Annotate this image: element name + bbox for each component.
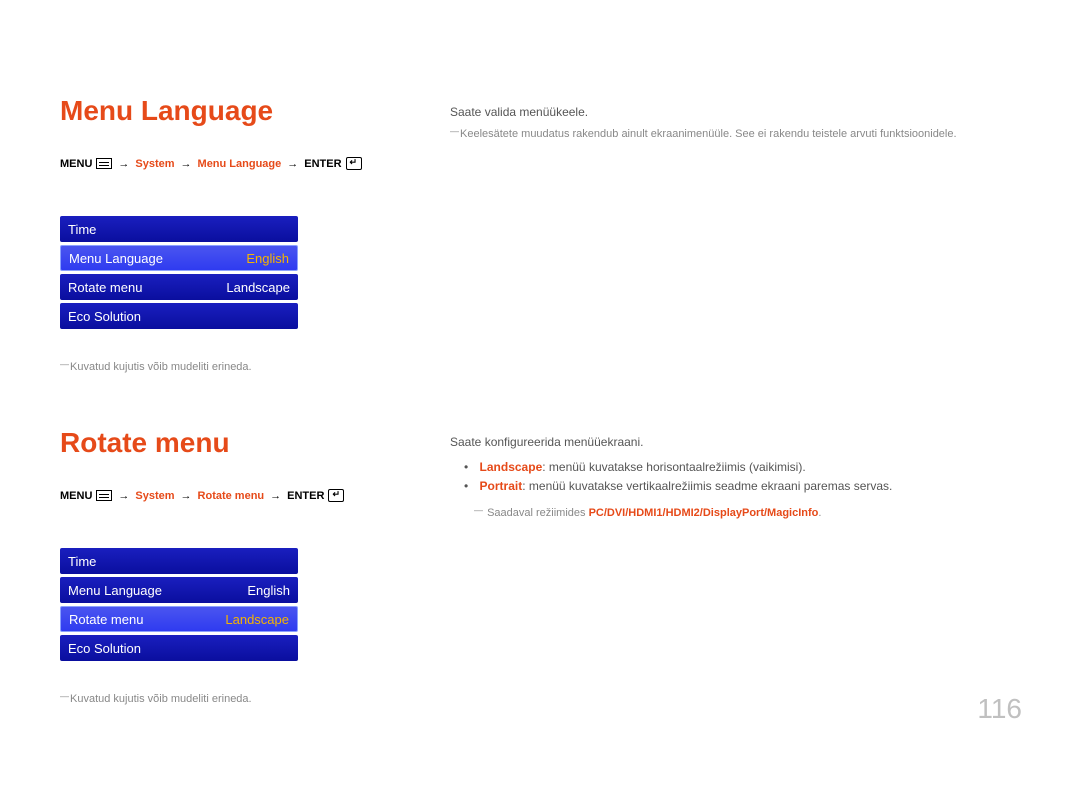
osd1-row-0[interactable]: Time (60, 216, 298, 242)
desc1-line1: Saate valida menüükeele. (450, 103, 1020, 122)
osd2-row-1-value: English (247, 583, 290, 598)
bc2-menu: MENU (60, 490, 92, 502)
osd1-row-1[interactable]: Menu Language English (60, 245, 298, 271)
breadcrumb-1: MENU → System → Menu Language → ENTER (60, 157, 450, 170)
bc1-system: System (135, 158, 174, 170)
osd1-row-3-label: Eco Solution (68, 309, 141, 324)
osd2-row-2-value: Landscape (225, 612, 289, 627)
osd1-row-2[interactable]: Rotate menu Landscape (60, 274, 298, 300)
desc1-line2: Keelesätete muudatus rakendub ainult ekr… (450, 124, 1020, 144)
osd2-row-0[interactable]: Time (60, 548, 298, 574)
arrow-icon: → (116, 158, 131, 170)
bc1-menu: MENU (60, 158, 92, 170)
arrow-icon: → (268, 490, 283, 502)
bc2-current: Rotate menu (198, 490, 265, 502)
osd1-row-0-label: Time (68, 222, 96, 237)
menu-icon (96, 490, 112, 501)
arrow-icon: → (179, 490, 194, 502)
osd1-row-2-label: Rotate menu (68, 280, 142, 295)
bc2-enter: ENTER (287, 490, 324, 502)
bullet-landscape-text: : menüü kuvatakse horisontaalrežiimis (v… (542, 460, 805, 474)
arrow-icon: → (116, 490, 131, 502)
modes-prefix: Saadaval režiimides (487, 507, 589, 519)
bc1-current: Menu Language (198, 158, 282, 170)
bullet-landscape: Landscape: menüü kuvatakse horisontaalre… (464, 458, 1020, 477)
enter-icon (346, 157, 362, 170)
osd2-row-2-label: Rotate menu (69, 612, 143, 627)
arrow-icon: → (285, 158, 300, 170)
bc2-system: System (135, 490, 174, 502)
bullet-landscape-term: Landscape (480, 460, 543, 474)
desc2-bullets: Landscape: menüü kuvatakse horisontaalre… (464, 458, 1020, 496)
bullet-portrait-term: Portrait (480, 479, 523, 493)
desc2-line1: Saate konfigureerida menüüekraani. (450, 433, 1020, 452)
modes-note: Saadaval režiimides PC/DVI/HDMI1/HDMI2/D… (474, 503, 1020, 523)
osd2-row-1[interactable]: Menu Language English (60, 577, 298, 603)
breadcrumb-2: MENU → System → Rotate menu → ENTER (60, 489, 450, 502)
modes-list: PC/DVI/HDMI1/HDMI2/DisplayPort/MagicInfo (589, 507, 819, 519)
osd1-row-1-label: Menu Language (69, 251, 163, 266)
osd2-row-0-label: Time (68, 554, 96, 569)
modes-suffix: . (818, 507, 821, 519)
page-number: 116 (977, 693, 1022, 725)
osd-menu-1: Time Menu Language English Rotate menu L… (60, 216, 298, 329)
osd2-row-3[interactable]: Eco Solution (60, 635, 298, 661)
osd1-row-2-value: Landscape (226, 280, 290, 295)
arrow-icon: → (179, 158, 194, 170)
menu-icon (96, 158, 112, 169)
enter-icon (328, 489, 344, 502)
osd2-row-3-label: Eco Solution (68, 641, 141, 656)
section1-title: Menu Language (60, 95, 450, 127)
note-1: Kuvatud kujutis võib mudeliti erineda. (60, 359, 450, 373)
section2-title: Rotate menu (60, 427, 450, 459)
bullet-portrait-text: : menüü kuvatakse vertikaalrežiimis sead… (522, 479, 892, 493)
note-2: Kuvatud kujutis võib mudeliti erineda. (60, 691, 450, 705)
osd1-row-3[interactable]: Eco Solution (60, 303, 298, 329)
bullet-portrait: Portrait: menüü kuvatakse vertikaalrežii… (464, 477, 1020, 496)
osd-menu-2: Time Menu Language English Rotate menu L… (60, 548, 298, 661)
osd2-row-2[interactable]: Rotate menu Landscape (60, 606, 298, 632)
bc1-enter: ENTER (304, 158, 341, 170)
osd2-row-1-label: Menu Language (68, 583, 162, 598)
osd1-row-1-value: English (246, 251, 289, 266)
